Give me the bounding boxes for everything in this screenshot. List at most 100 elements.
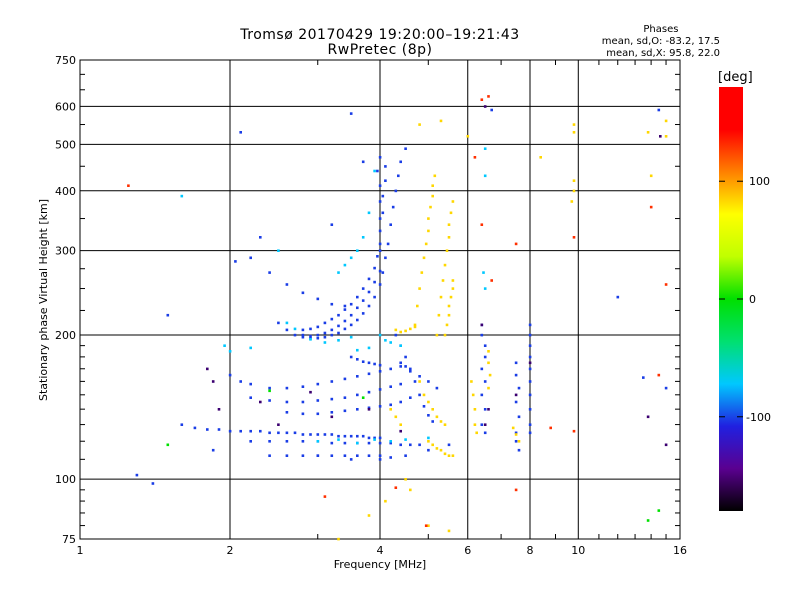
data-point xyxy=(361,299,365,302)
data-point xyxy=(166,443,170,447)
data-point xyxy=(361,236,365,239)
data-point xyxy=(378,156,382,159)
data-point xyxy=(378,333,382,337)
data-point xyxy=(404,355,407,359)
data-point xyxy=(517,448,521,452)
data-point xyxy=(337,331,340,335)
data-point xyxy=(435,415,439,419)
chart-subtitle: RwPretec (8p) xyxy=(327,42,433,58)
data-point xyxy=(330,333,334,337)
data-point xyxy=(259,400,262,404)
data-point xyxy=(422,405,426,408)
data-point xyxy=(664,443,668,447)
data-point xyxy=(528,367,532,371)
data-point xyxy=(394,415,398,419)
data-point xyxy=(239,380,242,383)
data-point xyxy=(356,249,359,252)
data-point xyxy=(483,147,487,150)
data-point xyxy=(343,263,347,267)
data-point xyxy=(399,423,402,426)
data-point xyxy=(572,189,576,193)
data-point xyxy=(657,509,661,512)
data-point xyxy=(517,415,521,419)
data-point xyxy=(447,443,451,447)
data-point xyxy=(367,436,371,440)
data-point xyxy=(330,441,334,445)
data-point xyxy=(483,287,487,290)
data-point xyxy=(664,283,668,286)
data-point xyxy=(439,295,443,299)
data-point xyxy=(480,333,484,337)
data-point xyxy=(394,486,398,489)
data-point xyxy=(487,350,490,353)
data-point xyxy=(127,184,130,187)
data-point xyxy=(309,338,312,341)
colorbar-unit-label: [deg] xyxy=(718,70,753,85)
data-point xyxy=(394,333,398,337)
data-point xyxy=(399,330,402,334)
data-point xyxy=(404,478,407,481)
x-tick-label: 1 xyxy=(77,544,84,557)
data-point xyxy=(268,271,271,274)
data-point xyxy=(487,361,490,365)
data-point xyxy=(378,454,382,457)
data-point xyxy=(422,393,426,397)
data-point xyxy=(356,375,359,378)
data-point xyxy=(480,323,484,327)
data-point xyxy=(277,321,280,325)
data-point xyxy=(268,440,271,443)
data-point xyxy=(483,344,487,347)
phases-x-stats: mean, sd,X: 95.8, 22.0 xyxy=(606,48,720,59)
data-point xyxy=(473,156,477,159)
data-point xyxy=(361,360,365,363)
data-point xyxy=(268,386,271,390)
chart-title: Tromsø 20170429 19:20:00–19:21:43 xyxy=(240,27,520,43)
x-tick-label: 16 xyxy=(673,544,687,557)
data-point xyxy=(483,423,487,426)
data-point xyxy=(416,304,419,308)
data-point xyxy=(349,313,353,317)
data-point xyxy=(330,302,334,306)
data-point xyxy=(572,131,576,134)
data-point xyxy=(399,400,402,404)
data-point xyxy=(316,297,320,301)
data-point xyxy=(378,388,382,391)
data-point xyxy=(427,380,430,383)
data-point xyxy=(420,271,424,274)
data-point xyxy=(356,393,359,397)
data-point xyxy=(309,433,312,436)
data-point xyxy=(343,327,347,331)
data-point xyxy=(356,318,359,322)
x-tick-label: 10 xyxy=(571,544,585,557)
data-point xyxy=(404,147,407,150)
data-point xyxy=(166,313,170,317)
data-point xyxy=(349,323,353,327)
data-point xyxy=(361,396,365,399)
data-point xyxy=(367,406,371,410)
data-point xyxy=(480,223,484,226)
data-point xyxy=(664,386,668,390)
y-tick-label: 750 xyxy=(55,54,76,67)
data-point xyxy=(135,473,139,477)
data-point xyxy=(301,291,305,295)
data-point xyxy=(349,335,353,339)
data-point xyxy=(483,105,487,108)
data-point xyxy=(378,184,382,187)
data-point xyxy=(447,304,451,308)
data-point xyxy=(211,448,215,452)
data-point xyxy=(514,431,518,435)
data-point xyxy=(378,249,382,252)
data-point xyxy=(293,327,297,331)
data-point xyxy=(285,440,289,443)
data-point xyxy=(249,382,252,386)
data-point xyxy=(259,429,262,433)
data-point xyxy=(659,135,662,138)
data-point xyxy=(649,205,653,209)
data-point xyxy=(367,372,371,376)
data-point xyxy=(343,409,347,413)
data-point xyxy=(239,131,242,134)
data-point xyxy=(285,386,289,390)
data-point xyxy=(433,174,437,178)
data-point xyxy=(528,393,532,397)
data-point xyxy=(646,131,650,134)
